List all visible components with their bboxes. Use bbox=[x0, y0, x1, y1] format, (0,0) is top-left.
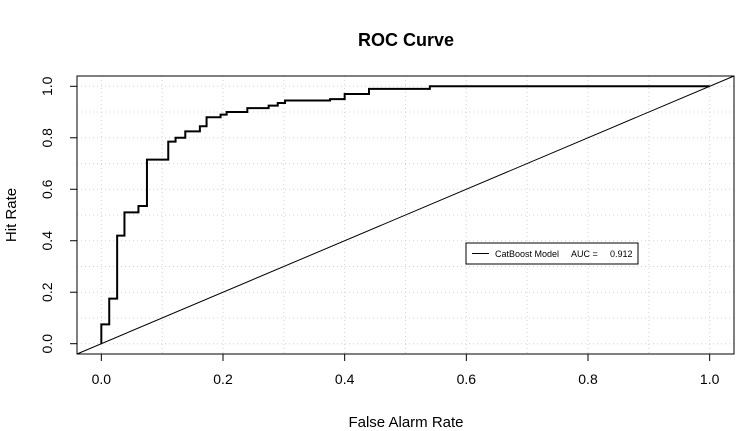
x-tick-label: 0.4 bbox=[335, 371, 355, 387]
legend-box bbox=[465, 242, 639, 265]
plot-frame bbox=[76, 75, 735, 355]
y-tick-label: 0.8 bbox=[39, 128, 55, 148]
y-tick-label: 1.0 bbox=[39, 76, 55, 96]
y-tick-label: 0.0 bbox=[39, 334, 55, 354]
x-tick-label: 0.6 bbox=[457, 371, 477, 387]
y-tick-label: 0.2 bbox=[39, 282, 55, 302]
series-line-catboost bbox=[100, 85, 710, 344]
chart-title: ROC Curve bbox=[358, 30, 454, 50]
x-axis-label: False Alarm Rate bbox=[348, 414, 463, 431]
y-tick-label: 0.4 bbox=[39, 231, 55, 251]
legend-auc-label: AUC = bbox=[571, 249, 598, 259]
x-tick-label: 1.0 bbox=[700, 371, 720, 387]
reference-diagonal-line bbox=[76, 75, 735, 355]
y-tick-label: 0.6 bbox=[39, 179, 55, 199]
x-tick-label: 0.2 bbox=[213, 371, 233, 387]
x-tick-label: 0.0 bbox=[92, 371, 112, 387]
y-axis: 0.0 0.2 0.4 0.6 0.8 1.0 bbox=[39, 76, 77, 353]
series bbox=[76, 75, 735, 355]
x-tick-label: 0.8 bbox=[578, 371, 598, 387]
legend-label-catboost: CatBoost Model bbox=[495, 249, 559, 259]
x-axis: 0.0 0.2 0.4 0.6 0.8 1.0 bbox=[92, 354, 720, 387]
y-axis-label: Hit Rate bbox=[3, 188, 20, 242]
legend-auc-value: 0.912 bbox=[610, 249, 633, 259]
legend: CatBoost Model AUC = 0.912 bbox=[465, 242, 639, 265]
